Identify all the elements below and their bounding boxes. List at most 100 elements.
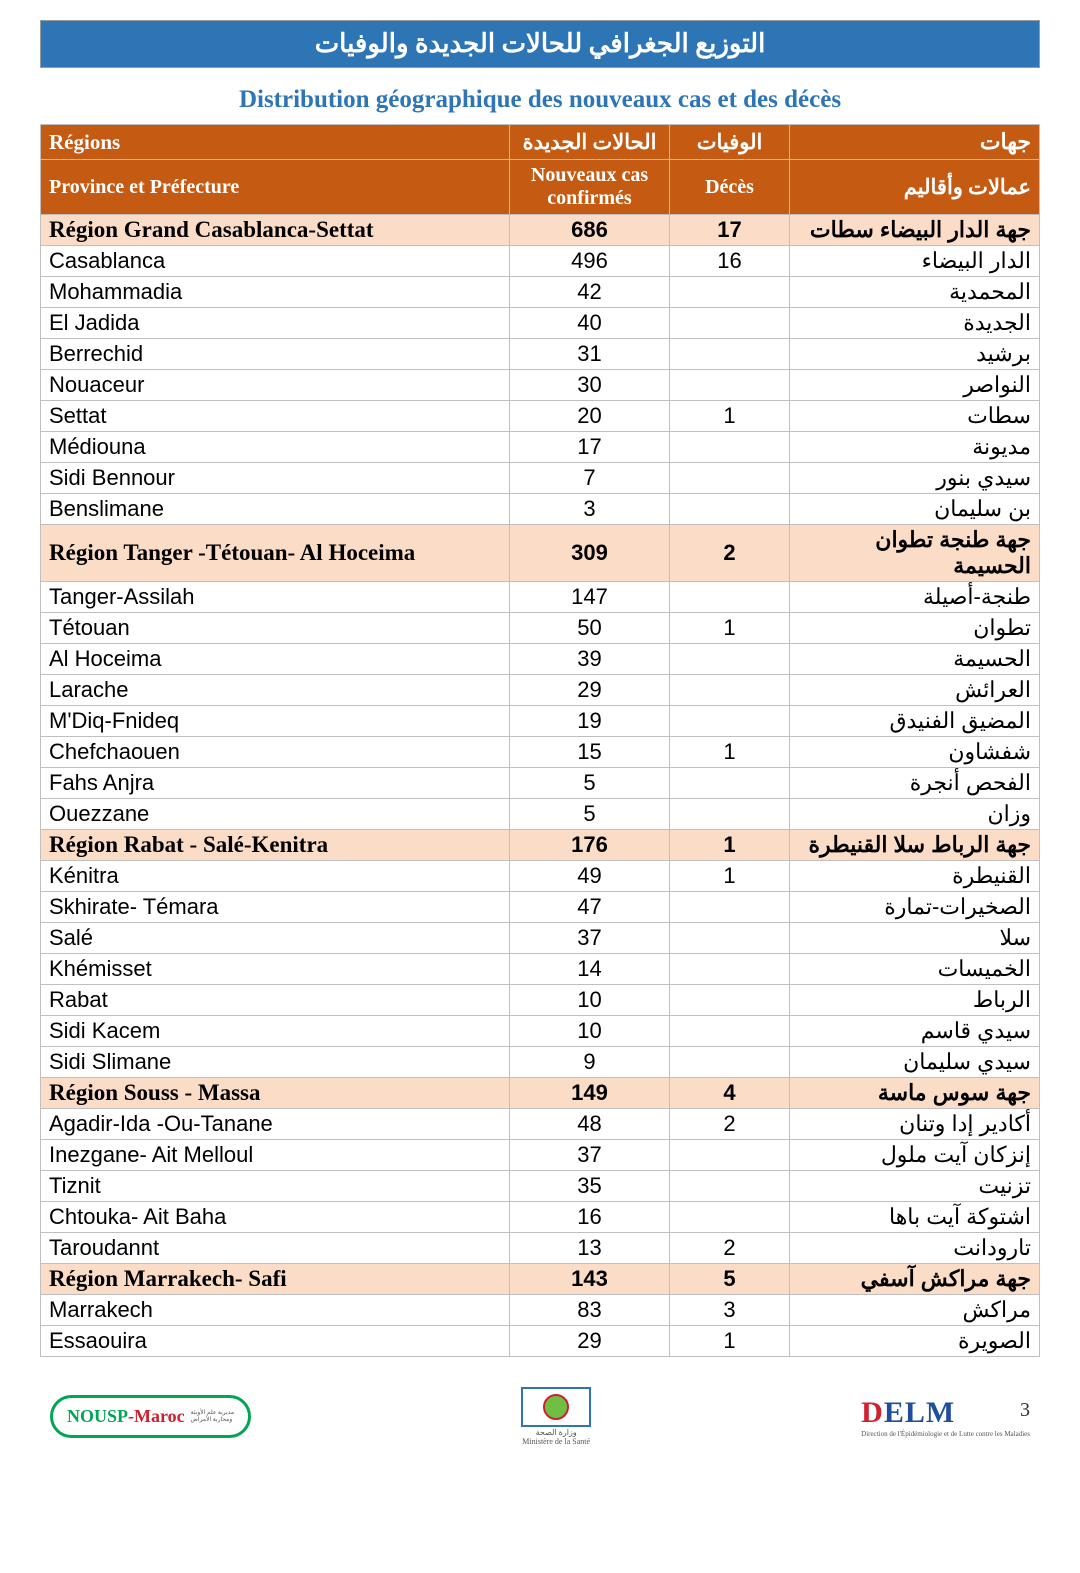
province-deaths xyxy=(670,463,790,494)
province-name-ar: سيدي سليمان xyxy=(790,1047,1040,1078)
province-name-fr: Fahs Anjra xyxy=(41,768,510,799)
table-row: Sidi Bennour7سيدي بنور xyxy=(41,463,1040,494)
province-name-fr: Salé xyxy=(41,923,510,954)
province-deaths xyxy=(670,892,790,923)
footer: NOUSP-Maroc مديرية علم الأوبئةومحاربة ال… xyxy=(40,1387,1040,1447)
region-deaths: 17 xyxy=(670,215,790,246)
province-name-ar: الحسيمة xyxy=(790,644,1040,675)
table-row: Médiouna17مديونة xyxy=(41,432,1040,463)
header-cases-fr: Nouveaux cas confirmés xyxy=(510,160,670,215)
distribution-table: Régions الحالات الجديدة الوفيات جهات Pro… xyxy=(40,124,1040,1357)
region-name-fr: Région Rabat - Salé-Kenitra xyxy=(41,830,510,861)
region-name-fr: Région Souss - Massa xyxy=(41,1078,510,1109)
region-name-ar: جهة سوس ماسة xyxy=(790,1078,1040,1109)
table-row: Fahs Anjra5 الفحص أنجرة xyxy=(41,768,1040,799)
table-row: Casablanca49616الدار البيضاء xyxy=(41,246,1040,277)
table-row: Berrechid31برشيد xyxy=(41,339,1040,370)
province-deaths xyxy=(670,1171,790,1202)
province-deaths xyxy=(670,308,790,339)
province-name-fr: M'Diq-Fnideq xyxy=(41,706,510,737)
table-row: Nouaceur30النواصر xyxy=(41,370,1040,401)
province-cases: 14 xyxy=(510,954,670,985)
province-deaths xyxy=(670,923,790,954)
province-name-fr: Essaouira xyxy=(41,1326,510,1357)
province-cases: 10 xyxy=(510,985,670,1016)
province-cases: 50 xyxy=(510,613,670,644)
province-name-fr: Agadir-Ida -Ou-Tanane xyxy=(41,1109,510,1140)
province-cases: 31 xyxy=(510,339,670,370)
province-name-ar: الجديدة xyxy=(790,308,1040,339)
table-row: Larache29العرائش xyxy=(41,675,1040,706)
table-row: Inezgane- Ait Melloul37إنزكان آيت ملول xyxy=(41,1140,1040,1171)
province-cases: 37 xyxy=(510,923,670,954)
province-name-fr: Marrakech xyxy=(41,1295,510,1326)
province-name-ar: مراكش xyxy=(790,1295,1040,1326)
province-name-ar: سلا xyxy=(790,923,1040,954)
title-arabic: التوزيع الجغرافي للحالات الجديدة والوفيا… xyxy=(40,20,1040,68)
header-deaths-fr: Décès xyxy=(670,160,790,215)
table-row: Sidi Kacem10سيدي قاسم xyxy=(41,1016,1040,1047)
province-name-ar: سيدي بنور xyxy=(790,463,1040,494)
province-name-ar: المحمدية xyxy=(790,277,1040,308)
province-name-fr: Benslimane xyxy=(41,494,510,525)
table-row: M'Diq-Fnideq19المضيق الفنيدق xyxy=(41,706,1040,737)
province-deaths: 1 xyxy=(670,401,790,432)
region-name-ar: جهة طنجة تطوان الحسيمة xyxy=(790,525,1040,582)
province-deaths xyxy=(670,1140,790,1171)
province-name-fr: Chefchaouen xyxy=(41,737,510,768)
region-row: Région Tanger -Tétouan- Al Hoceima3092جه… xyxy=(41,525,1040,582)
region-deaths: 4 xyxy=(670,1078,790,1109)
province-deaths: 1 xyxy=(670,737,790,768)
province-name-ar: طنجة-أصيلة xyxy=(790,582,1040,613)
province-cases: 29 xyxy=(510,675,670,706)
province-name-fr: Ouezzane xyxy=(41,799,510,830)
province-cases: 16 xyxy=(510,1202,670,1233)
province-name-ar: الدار البيضاء xyxy=(790,246,1040,277)
province-name-fr: Mohammadia xyxy=(41,277,510,308)
province-deaths xyxy=(670,954,790,985)
province-cases: 47 xyxy=(510,892,670,923)
region-cases: 309 xyxy=(510,525,670,582)
province-name-fr: Larache xyxy=(41,675,510,706)
province-name-fr: Skhirate- Témara xyxy=(41,892,510,923)
province-cases: 13 xyxy=(510,1233,670,1264)
table-row: Tanger-Assilah147طنجة-أصيلة xyxy=(41,582,1040,613)
province-name-fr: Sidi Bennour xyxy=(41,463,510,494)
province-deaths: 1 xyxy=(670,1326,790,1357)
table-row: Sidi Slimane9سيدي سليمان xyxy=(41,1047,1040,1078)
table-row: El Jadida40الجديدة xyxy=(41,308,1040,339)
province-cases: 496 xyxy=(510,246,670,277)
province-name-ar: الفحص أنجرة xyxy=(790,768,1040,799)
region-deaths: 1 xyxy=(670,830,790,861)
province-name-ar: إنزكان آيت ملول xyxy=(790,1140,1040,1171)
province-cases: 10 xyxy=(510,1016,670,1047)
province-deaths xyxy=(670,799,790,830)
province-deaths xyxy=(670,644,790,675)
province-cases: 39 xyxy=(510,644,670,675)
province-name-ar: الخميسات xyxy=(790,954,1040,985)
header-deaths-ar: الوفيات xyxy=(670,125,790,160)
province-deaths xyxy=(670,494,790,525)
table-row: Settat201سطات xyxy=(41,401,1040,432)
region-deaths: 2 xyxy=(670,525,790,582)
province-deaths: 1 xyxy=(670,613,790,644)
province-name-ar: وزان xyxy=(790,799,1040,830)
header-province-ar: عمالات وأقاليم xyxy=(790,160,1040,215)
province-cases: 5 xyxy=(510,799,670,830)
table-row: Skhirate- Témara47الصخيرات-تمارة xyxy=(41,892,1040,923)
province-cases: 42 xyxy=(510,277,670,308)
province-deaths xyxy=(670,370,790,401)
province-deaths xyxy=(670,339,790,370)
table-row: Marrakech833مراكش xyxy=(41,1295,1040,1326)
province-name-ar: الصويرة xyxy=(790,1326,1040,1357)
province-cases: 83 xyxy=(510,1295,670,1326)
province-cases: 3 xyxy=(510,494,670,525)
header-province-fr: Province et Préfecture xyxy=(41,160,510,215)
region-deaths: 5 xyxy=(670,1264,790,1295)
province-cases: 5 xyxy=(510,768,670,799)
table-row: Benslimane3بن سليمان xyxy=(41,494,1040,525)
province-cases: 35 xyxy=(510,1171,670,1202)
table-row: Tétouan501تطوان xyxy=(41,613,1040,644)
province-deaths xyxy=(670,675,790,706)
province-name-ar: القنيطرة xyxy=(790,861,1040,892)
